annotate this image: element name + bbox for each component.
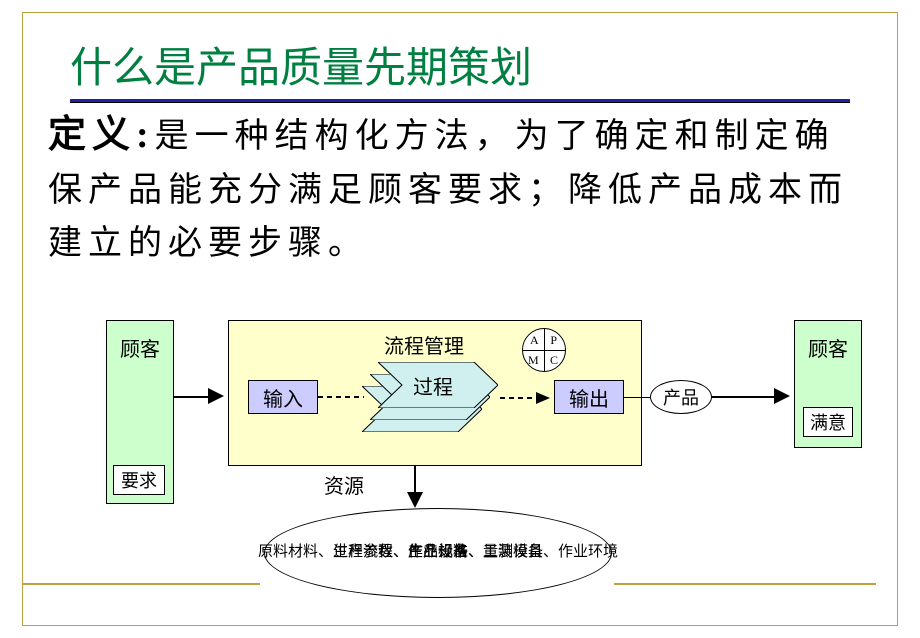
bottom-accent-line-right (614, 583, 876, 585)
input-box: 输入 (248, 380, 318, 414)
customer-right-box: 顾客 满意 (794, 320, 862, 448)
arrow-right-head (774, 388, 790, 404)
process-label: 过程 (413, 371, 453, 400)
pdca-tl: A (530, 333, 539, 348)
requirement-box: 要求 (113, 465, 165, 495)
dash-process-output (500, 392, 550, 404)
title-underline (70, 99, 850, 103)
satisfy-box: 满意 (803, 407, 853, 437)
slide-title: 什么是产品质量先期策划 (70, 34, 850, 97)
process-chevron-stack: 过程 (362, 360, 512, 440)
pdca-tr: P (550, 333, 557, 348)
arrow-right (712, 396, 776, 398)
process-mgmt-label: 流程管理 (384, 330, 464, 359)
input-label: 输入 (263, 383, 303, 412)
customer-left-box: 顾客 要求 (106, 320, 174, 504)
product-oval: 产品 (650, 380, 712, 414)
customer-left-label: 顾客 (120, 333, 160, 362)
down-arrow-line (414, 466, 416, 494)
requirement-label: 要求 (121, 467, 157, 493)
resource-label: 资源 (324, 470, 364, 499)
process-diagram: 顾客 要求 流程管理 A P M C 输入 过程 (0, 308, 920, 638)
detail-oval: 产品规格 生产流程、生产设备、工装模具 原料材料、过程参数、作业标准、量测设备、… (264, 508, 612, 598)
definition-label: 定义: (48, 114, 155, 156)
down-arrow-head (407, 492, 423, 508)
line-output-product (624, 397, 650, 398)
bottom-accent-line (22, 583, 260, 585)
pdca-bl: M (528, 353, 539, 368)
title-block: 什么是产品质量先期策划 (70, 34, 850, 103)
definition-text: 定义:是一种结构化方法，为了确定和制定确保产品能充分满足顾客要求；降低产品成本而… (48, 106, 872, 270)
definition-body: 是一种结构化方法，为了确定和制定确保产品能充分满足顾客要求；降低产品成本而建立的… (48, 118, 848, 262)
product-label: 产品 (663, 384, 699, 410)
customer-right-label: 顾客 (808, 333, 848, 362)
dash-input-process (318, 396, 364, 398)
arrow-left (174, 396, 210, 398)
output-label: 输出 (569, 383, 609, 412)
arrow-left-head (208, 388, 224, 404)
detail-line3: 原料材料、过程参数、作业标准、量测设备、作业环境 (258, 543, 618, 563)
pdca-circle: A P M C (522, 328, 566, 372)
output-box: 输出 (554, 380, 624, 414)
satisfy-label: 满意 (810, 409, 846, 435)
pdca-br: C (550, 353, 558, 368)
